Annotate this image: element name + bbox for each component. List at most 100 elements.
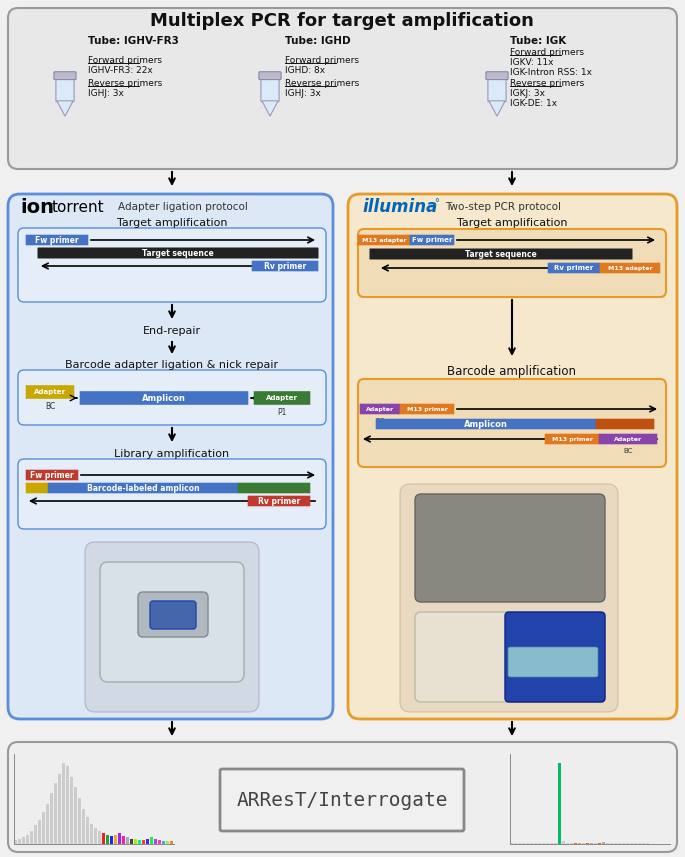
Text: Target sequence: Target sequence [465, 249, 537, 259]
Bar [162, 842, 165, 844]
Bar [530, 843, 533, 844]
Bar [542, 843, 545, 844]
Bar [14, 840, 17, 844]
FancyBboxPatch shape [545, 434, 599, 444]
FancyBboxPatch shape [26, 470, 78, 480]
Bar [94, 828, 97, 844]
Bar [142, 840, 145, 844]
FancyBboxPatch shape [358, 235, 410, 245]
Text: Fw primer: Fw primer [30, 470, 74, 480]
Bar [38, 819, 41, 844]
Text: Reverse primers: Reverse primers [285, 79, 359, 87]
Bar [570, 843, 573, 844]
Text: BC: BC [375, 418, 385, 424]
Bar [98, 830, 101, 844]
FancyBboxPatch shape [369, 249, 632, 260]
Bar [594, 843, 597, 844]
Text: Fw primer: Fw primer [35, 236, 79, 244]
Bar [578, 843, 581, 844]
Bar [166, 842, 169, 844]
Bar [150, 837, 153, 844]
Text: Forward primers: Forward primers [510, 47, 584, 57]
Bar [630, 843, 633, 844]
Polygon shape [489, 101, 505, 117]
FancyBboxPatch shape [238, 482, 310, 494]
Bar [642, 843, 645, 844]
Text: Rv primer: Rv primer [554, 265, 594, 271]
Text: Adapter: Adapter [614, 436, 642, 441]
FancyBboxPatch shape [259, 72, 281, 80]
Text: Library amplification: Library amplification [114, 449, 229, 459]
FancyBboxPatch shape [508, 647, 598, 677]
Bar [546, 843, 549, 844]
FancyBboxPatch shape [348, 194, 677, 719]
Text: Amplicon: Amplicon [142, 393, 186, 403]
FancyBboxPatch shape [360, 404, 400, 414]
Bar [126, 837, 129, 844]
Bar [58, 774, 61, 844]
Text: Tube: IGK: Tube: IGK [510, 36, 566, 46]
Bar [538, 843, 541, 844]
Text: Adapter: Adapter [34, 389, 66, 395]
Bar [118, 833, 121, 844]
Bar [122, 836, 125, 844]
Text: Two-step PCR protocol: Two-step PCR protocol [445, 202, 561, 212]
Bar [634, 843, 637, 844]
Bar [90, 824, 93, 844]
Text: M13 adapter: M13 adapter [608, 266, 652, 271]
Bar [554, 843, 557, 844]
FancyBboxPatch shape [26, 385, 74, 399]
FancyBboxPatch shape [138, 592, 208, 637]
FancyBboxPatch shape [261, 78, 279, 102]
Text: M13 adapter: M13 adapter [362, 237, 406, 243]
Bar [130, 839, 133, 844]
Bar [518, 843, 521, 844]
FancyBboxPatch shape [18, 228, 326, 302]
Bar [582, 843, 585, 844]
Bar [622, 843, 625, 844]
Polygon shape [262, 101, 278, 117]
Bar [606, 843, 609, 844]
Text: IGK-DE: 1x: IGK-DE: 1x [510, 99, 557, 107]
Bar [534, 843, 537, 844]
Bar [70, 776, 73, 844]
Text: Multiplex PCR for target amplification: Multiplex PCR for target amplification [150, 12, 534, 30]
FancyBboxPatch shape [18, 370, 326, 425]
Bar [638, 843, 641, 844]
Bar [514, 843, 517, 844]
Bar [526, 843, 529, 844]
Text: Rv primer: Rv primer [264, 261, 306, 271]
Bar [66, 765, 69, 844]
Bar [610, 843, 613, 844]
FancyBboxPatch shape [358, 229, 666, 297]
Bar [114, 835, 117, 844]
Text: IGK-Intron RSS: 1x: IGK-Intron RSS: 1x [510, 68, 592, 76]
Bar [602, 842, 605, 844]
Bar [598, 843, 601, 844]
Bar [566, 843, 569, 844]
Text: P1: P1 [277, 407, 287, 417]
FancyBboxPatch shape [488, 78, 506, 102]
Text: M13 primer: M13 primer [551, 436, 593, 441]
Text: Reverse primers: Reverse primers [88, 79, 162, 87]
FancyBboxPatch shape [596, 419, 654, 429]
Bar [626, 843, 629, 844]
Bar [110, 836, 113, 844]
Bar [558, 763, 561, 844]
Text: Forward primers: Forward primers [88, 56, 162, 64]
Bar [26, 835, 29, 844]
Text: BC: BC [623, 448, 633, 454]
Bar [522, 843, 525, 844]
Text: IGHJ: 3x: IGHJ: 3x [88, 88, 124, 98]
FancyBboxPatch shape [26, 235, 88, 245]
FancyBboxPatch shape [486, 72, 508, 80]
FancyBboxPatch shape [375, 419, 597, 429]
FancyBboxPatch shape [8, 742, 677, 852]
FancyBboxPatch shape [56, 78, 74, 102]
Bar [618, 843, 621, 844]
Bar [170, 842, 173, 844]
Text: Rv primer: Rv primer [258, 496, 300, 506]
Text: Reverse primers: Reverse primers [510, 79, 584, 87]
FancyBboxPatch shape [79, 391, 248, 405]
Bar [22, 837, 25, 844]
